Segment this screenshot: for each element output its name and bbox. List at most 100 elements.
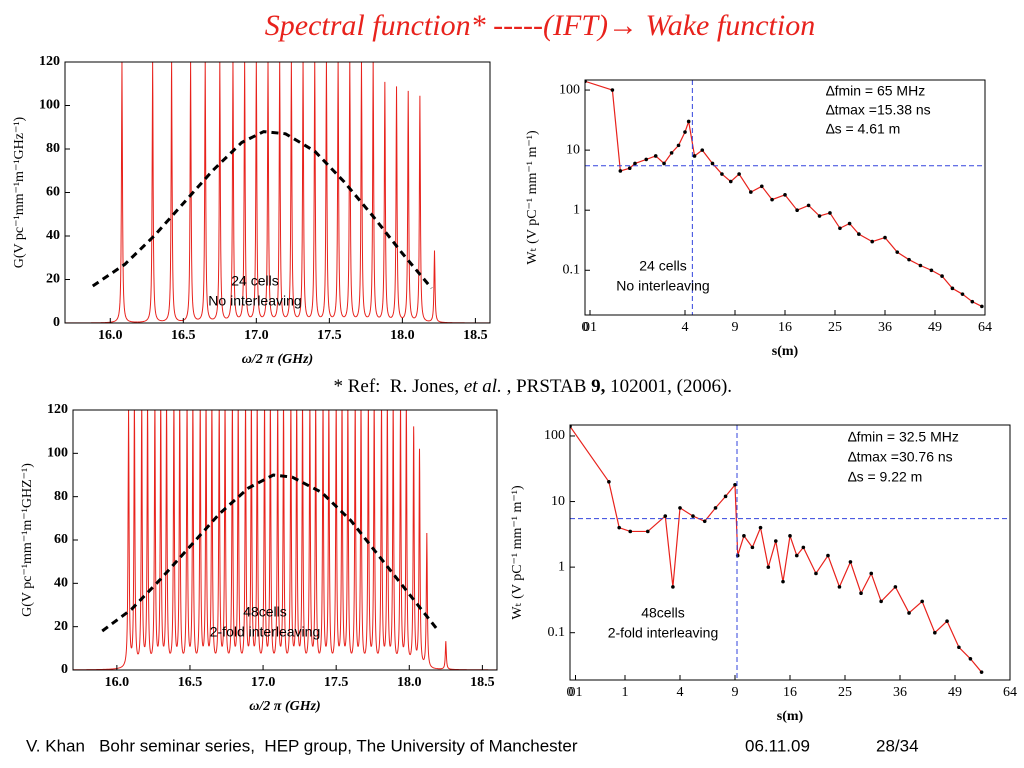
reference-part: et al. xyxy=(464,376,502,397)
spectral-peak xyxy=(367,62,380,318)
x-tick-label: 16 xyxy=(783,685,797,700)
spectral-peak xyxy=(137,410,146,655)
wake-point xyxy=(683,130,687,134)
parameter-note: ∆s = 9.22 m xyxy=(848,469,922,485)
plot-frame xyxy=(72,409,498,671)
annotation: 2-fold interleaving xyxy=(608,625,719,641)
wake-point xyxy=(980,304,984,309)
x-tick-label: 36 xyxy=(893,685,907,700)
wake-point xyxy=(618,169,623,173)
x-tick-label: 16.0 xyxy=(105,675,130,690)
spectral-peak xyxy=(378,81,391,318)
spectral-peak xyxy=(65,62,138,323)
y-tick-label: 40 xyxy=(54,576,68,591)
spectral-peak xyxy=(169,410,178,654)
spectral-peak xyxy=(389,410,398,654)
y-tick-label: 0.1 xyxy=(548,625,566,640)
slide-title: Spectral function* -----(IFT)→ Wake func… xyxy=(265,9,815,42)
x-tick-label: 25 xyxy=(828,320,842,335)
wake-point xyxy=(929,268,934,273)
y-axis-label: G(V pc⁻¹mm⁻¹m⁻¹GHZ⁻¹) xyxy=(20,463,35,617)
spectral-peak xyxy=(260,410,268,654)
spectral-peak xyxy=(208,410,216,654)
footer-date: 06.11.09 xyxy=(745,736,810,755)
x-tick-label: 64 xyxy=(1003,685,1017,700)
wake-point xyxy=(857,232,861,236)
y-tick-label: 0 xyxy=(53,315,60,330)
wake-point xyxy=(968,656,973,661)
x-tick-label: 4 xyxy=(682,320,689,335)
spectral-peak xyxy=(305,410,314,654)
x-tick-label: 9 xyxy=(732,685,739,700)
spectral-peak xyxy=(319,410,327,654)
wake-point xyxy=(691,514,695,518)
x-tick-label: 18.0 xyxy=(390,328,415,343)
spectral-peak xyxy=(262,62,274,318)
wake-point xyxy=(653,154,658,158)
spectral-peak xyxy=(248,410,255,647)
wake-point xyxy=(686,119,691,124)
x-tick-label: 16.0 xyxy=(98,328,123,343)
spectral-peak xyxy=(221,410,229,654)
spectral-peak xyxy=(273,410,281,654)
x-tick-label: 18.0 xyxy=(397,675,422,690)
spectral-peak xyxy=(343,62,356,318)
spectral-peak xyxy=(427,250,490,323)
spectral-peak xyxy=(163,410,171,654)
y-tick-label: 80 xyxy=(46,141,60,156)
y-tick-label: 1 xyxy=(558,559,565,574)
footer-text: V. Khan Bohr seminar series, HEP group, … xyxy=(26,736,578,755)
wake-point xyxy=(933,630,937,635)
reference-part: * Ref: R. Jones, xyxy=(333,376,463,397)
x-tick-label: 36 xyxy=(878,320,892,335)
wake-point xyxy=(838,226,842,231)
wake-point xyxy=(749,190,753,194)
wake-point xyxy=(907,611,911,615)
y-tick-label: 120 xyxy=(47,402,68,417)
chart: 16.0 16.5 17.0 17.5 18.0 18.5 0 20 40 60 80 100 120 ω… xyxy=(12,54,491,367)
x-tick-label: 16 xyxy=(778,320,792,335)
spectral-peak xyxy=(285,62,298,318)
x-tick-label: 17.0 xyxy=(244,328,269,343)
spectral-peak xyxy=(181,62,198,322)
spectral-peak xyxy=(344,410,352,654)
wake-point xyxy=(676,143,681,148)
spectral-peak xyxy=(144,410,152,654)
x-tick-label: 0 xyxy=(567,685,574,700)
spectral-peak xyxy=(253,410,262,654)
wake-point xyxy=(735,553,740,558)
plot-area xyxy=(570,425,1010,680)
wake-point xyxy=(826,553,830,558)
spectral-peak xyxy=(402,90,415,319)
spectral-peak xyxy=(332,410,340,654)
x-tick-label: 64 xyxy=(978,320,992,335)
annotation: 24 cells xyxy=(639,258,686,274)
spectral-peak xyxy=(436,641,497,670)
parameter-note: ∆tmax =30.76 ns xyxy=(848,449,953,465)
x-tick-label: 25 xyxy=(838,685,852,700)
spectral-peak xyxy=(422,533,437,669)
spectral-peak xyxy=(409,426,418,656)
wake-point xyxy=(837,585,842,589)
y-tick-label: 80 xyxy=(54,489,68,504)
wake-point xyxy=(895,250,900,254)
wake-point xyxy=(918,263,923,268)
spectral-peak xyxy=(338,410,346,647)
wake-line xyxy=(585,80,983,307)
x-tick-label: 18.5 xyxy=(470,675,495,690)
wake-point xyxy=(770,197,774,202)
annotation: No interleaving xyxy=(616,278,709,294)
annotation: 2-fold interleaving xyxy=(210,624,321,640)
wake-point xyxy=(783,193,787,197)
wake-point xyxy=(663,514,668,518)
y-axis-label: G(V pc⁻¹mm⁻¹m⁻¹GHz⁻¹) xyxy=(12,116,27,268)
wake-point xyxy=(710,161,715,166)
footer-page: 28/34 xyxy=(876,736,919,755)
spectral-peak xyxy=(299,410,307,654)
spectral-peak xyxy=(226,62,239,319)
spectral-peak xyxy=(312,410,320,654)
spectral-peak xyxy=(357,410,365,654)
spectral-peak xyxy=(189,410,197,654)
wake-point xyxy=(788,534,792,538)
spectral-peak xyxy=(212,62,227,320)
